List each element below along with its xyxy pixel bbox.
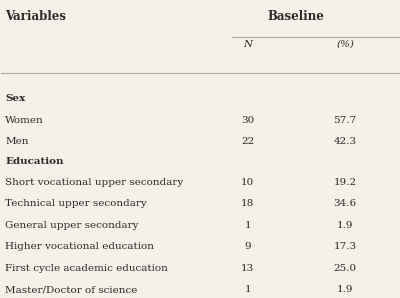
Text: 1.9: 1.9 <box>337 221 353 230</box>
Text: 57.7: 57.7 <box>334 116 356 125</box>
Text: 1.9: 1.9 <box>337 285 353 294</box>
Text: Sex: Sex <box>5 94 26 103</box>
Text: 30: 30 <box>241 116 254 125</box>
Text: N: N <box>243 40 252 49</box>
Text: 1: 1 <box>244 221 251 230</box>
Text: 13: 13 <box>241 264 254 273</box>
Text: General upper secondary: General upper secondary <box>5 221 139 230</box>
Text: First cycle academic education: First cycle academic education <box>5 264 168 273</box>
Text: 42.3: 42.3 <box>334 137 356 146</box>
Text: 9: 9 <box>244 243 251 252</box>
Text: 18: 18 <box>241 199 254 209</box>
Text: 22: 22 <box>241 137 254 146</box>
Text: Men: Men <box>5 137 29 146</box>
Text: 34.6: 34.6 <box>334 199 356 209</box>
Text: 17.3: 17.3 <box>334 243 356 252</box>
Text: 10: 10 <box>241 178 254 187</box>
Text: Technical upper secondary: Technical upper secondary <box>5 199 147 209</box>
Text: Higher vocational education: Higher vocational education <box>5 243 154 252</box>
Text: 1: 1 <box>244 285 251 294</box>
Text: (%): (%) <box>336 40 354 49</box>
Text: Short vocational upper secondary: Short vocational upper secondary <box>5 178 184 187</box>
Text: Master/Doctor of science: Master/Doctor of science <box>5 285 138 294</box>
Text: 25.0: 25.0 <box>334 264 356 273</box>
Text: Variables: Variables <box>5 10 66 23</box>
Text: 19.2: 19.2 <box>334 178 356 187</box>
Text: Education: Education <box>5 156 64 165</box>
Text: Baseline: Baseline <box>268 10 325 23</box>
Text: Women: Women <box>5 116 44 125</box>
